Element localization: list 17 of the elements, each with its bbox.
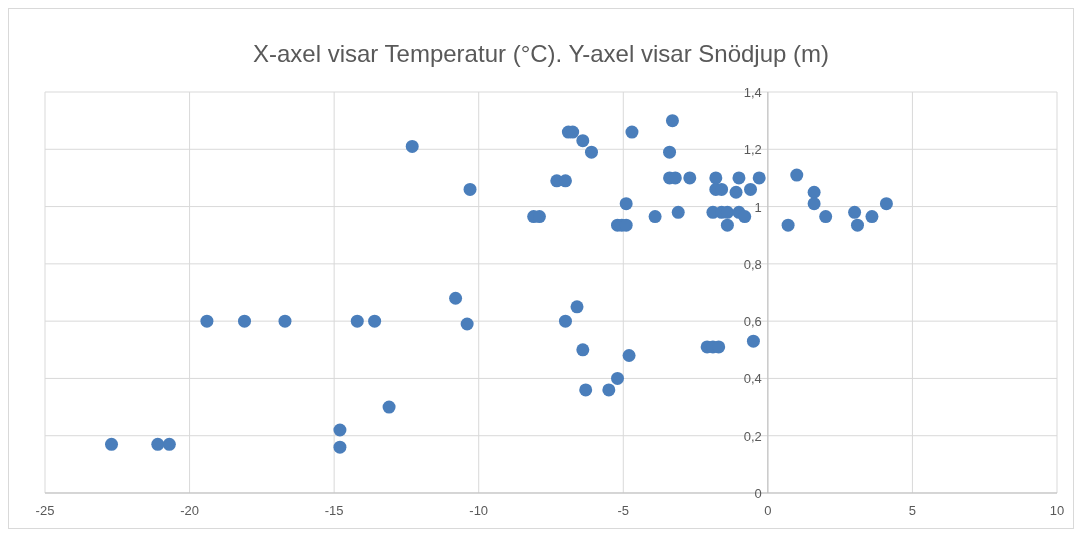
x-tick-label: -25 (35, 503, 55, 518)
y-tick-label: 0,8 (743, 256, 762, 272)
x-tick-label: -5 (617, 503, 630, 518)
y-tick-label: 0,2 (743, 428, 762, 444)
x-tick-label: -20 (180, 503, 199, 518)
y-tick-label: 0,6 (743, 314, 762, 330)
x-tick-label: -15 (324, 503, 344, 518)
y-tick-label: 1 (754, 199, 762, 215)
chart-title: X-axel visar Temperatur (°C). Y-axel visar Snödjup (m) (252, 40, 830, 67)
y-tick-label: 1,4 (743, 85, 762, 100)
x-tick-label: 5 (908, 503, 917, 518)
y-tick-label: 0,4 (743, 371, 762, 387)
x-tick-label: -10 (469, 503, 489, 518)
y-tick-label: 1,2 (743, 142, 762, 158)
x-tick-label: 0 (764, 503, 772, 518)
y-tick-label: 0 (754, 486, 762, 501)
x-tick-label: 10 (1049, 503, 1065, 518)
